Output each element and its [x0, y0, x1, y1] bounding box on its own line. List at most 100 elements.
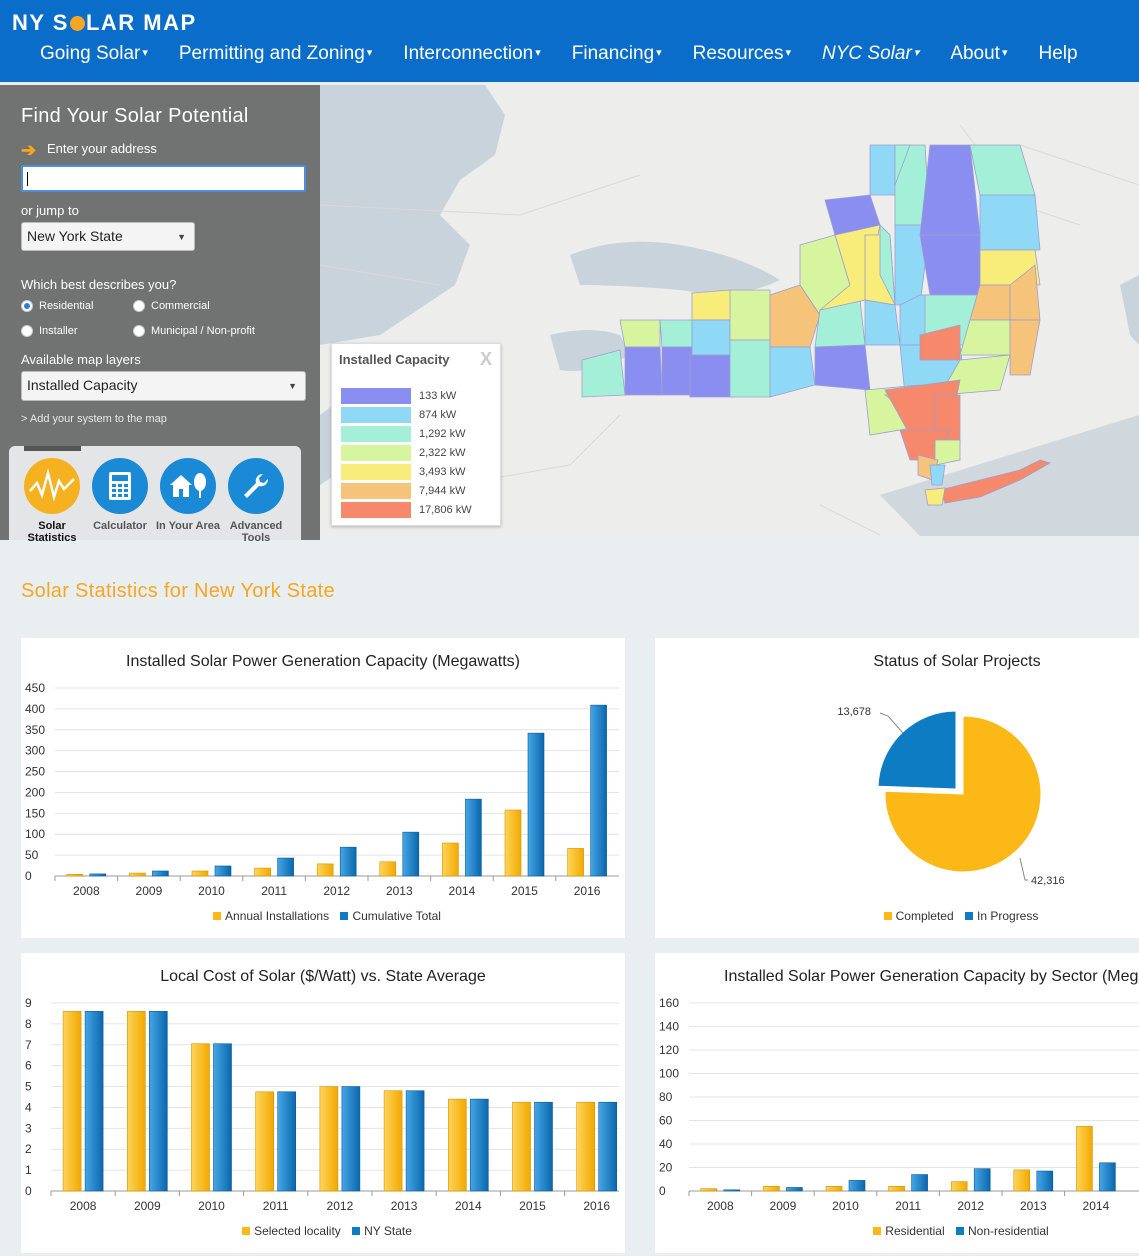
sun-icon	[69, 15, 85, 31]
bar-blue	[590, 704, 607, 877]
bar-blue	[341, 1086, 361, 1192]
radio-installer[interactable]: Installer	[21, 325, 78, 337]
logo-text-end: LAR MAP	[85, 10, 197, 35]
y-tick-label: 140	[659, 1020, 679, 1034]
address-input[interactable]	[21, 165, 306, 192]
bar-orange	[825, 1186, 843, 1192]
legend-value: 17,806 kW	[419, 504, 472, 516]
tools-tray: Solar Statistics Calculator In Your Area…	[9, 446, 301, 544]
nav-item-resources[interactable]: Resources ▾	[693, 43, 791, 65]
tool-solar-statistics[interactable]: Solar Statistics	[17, 458, 87, 544]
nav-label: Help	[1038, 43, 1078, 64]
tool-label: In Your Area	[156, 520, 220, 532]
chevron-down-icon: ▾	[142, 47, 148, 59]
legend-swatch	[883, 912, 892, 920]
bar-orange	[191, 1043, 210, 1192]
chevron-down-icon: ▾	[785, 47, 792, 59]
legend-swatch	[956, 1227, 964, 1235]
slice-value-label: 13,678	[837, 706, 871, 718]
bar-blue	[149, 1011, 168, 1192]
nav-item-financing[interactable]: Financing ▾	[572, 43, 662, 65]
close-icon[interactable]: X	[479, 349, 492, 369]
nav-label: Interconnection	[403, 43, 534, 64]
chevron-down-icon: ▼	[288, 381, 297, 391]
bar-blue	[277, 857, 294, 877]
bar-blue	[405, 1090, 425, 1192]
y-tick-label: 5	[25, 1080, 32, 1094]
bar-blue	[214, 865, 232, 877]
house-tree-icon	[160, 458, 216, 514]
chart-title: Local Cost of Solar ($/Watt) vs. State A…	[160, 968, 486, 985]
arrow-right-icon: ➔	[21, 140, 37, 160]
bar-orange	[254, 867, 271, 877]
radio-dot	[21, 300, 33, 312]
y-tick-label: 80	[659, 1090, 673, 1104]
jump-to-select[interactable]: New York State ▼	[21, 222, 195, 251]
radio-municipal[interactable]: Municipal / Non-profit	[133, 325, 255, 337]
chevron-down-icon: ▾	[535, 47, 541, 59]
stats-title: Solar Statistics for New York State	[21, 580, 335, 602]
map-canvas[interactable]	[320, 85, 1139, 536]
label-leader	[879, 712, 904, 734]
y-tick-label: 20	[659, 1161, 673, 1175]
bar-orange	[504, 809, 522, 877]
bar-blue	[723, 1189, 741, 1192]
y-tick-label: 7	[25, 1038, 32, 1052]
y-tick-label: 60	[659, 1114, 673, 1128]
bar-orange	[512, 1101, 531, 1192]
nav-item-help[interactable]: Help	[1039, 43, 1078, 65]
chart-card-cost: Local Cost of Solar ($/Watt) vs. State A…	[21, 953, 625, 1253]
y-tick-label: 0	[25, 869, 32, 883]
bar-orange	[700, 1188, 718, 1192]
bar-orange	[129, 872, 146, 877]
sector-chart: 0 20 40 60 80 100 120 140 160 2008 2009 2010 2011 201…	[659, 996, 1139, 1213]
solar-statistics-icon	[24, 458, 80, 514]
status-pie-chart: 13,678 42,316	[837, 706, 1064, 887]
nav-item-about[interactable]: About ▾	[950, 43, 1007, 65]
bar-orange	[950, 1181, 968, 1192]
label-leader	[1019, 857, 1028, 881]
tool-calculator[interactable]: Calculator	[85, 458, 155, 532]
tool-label: Advanced Tools	[229, 520, 283, 544]
radio-commercial[interactable]: Commercial	[133, 300, 210, 312]
bar-orange	[888, 1186, 905, 1192]
bar-orange	[442, 842, 459, 877]
y-tick-label: 40	[659, 1137, 673, 1151]
radio-residential[interactable]: Residential	[21, 300, 93, 312]
legend-label: Non-residential	[968, 1224, 1049, 1238]
cost-chart: 0 1 2 3 4 5 6 7 8 9 2008 2009 2010 2011 2012 2013 2014 20…	[25, 996, 619, 1213]
nav-label: Permitting and Zoning	[178, 43, 365, 64]
tool-in-your-area[interactable]: In Your Area	[153, 458, 223, 532]
chevron-down-icon: ▼	[177, 232, 186, 242]
tool-advanced-tools[interactable]: Advanced Tools	[221, 458, 291, 544]
y-tick-label: 400	[25, 702, 45, 716]
y-tick-label: 300	[25, 744, 45, 758]
chart-card-status: Status of Solar Projects 13,678 42,316 Co…	[655, 638, 1139, 938]
y-tick-label: 100	[25, 827, 45, 841]
nav-item-going-solar[interactable]: Going Solar ▾	[40, 43, 148, 65]
nav-item-interconnection[interactable]: Interconnection ▾	[403, 43, 540, 65]
legend-label: NY State	[364, 1224, 412, 1238]
legend-swatch	[352, 1227, 361, 1235]
legend-value: 2,322 kW	[419, 447, 466, 459]
nav-item-nyc-solar[interactable]: NYC Solar ▾	[822, 43, 919, 65]
y-tick-label: 1	[25, 1163, 32, 1177]
chart-title: Installed Solar Power Generation Capacit…	[724, 968, 1139, 985]
radio-dot	[133, 300, 145, 312]
legend-swatch	[341, 445, 411, 461]
y-tick-label: 2	[25, 1142, 32, 1156]
nav-item-permitting-and-zoning[interactable]: Permitting and Zoning ▾	[179, 43, 372, 65]
y-tick-label: 0	[25, 1184, 32, 1198]
map-legend: Installed Capacity X 133 kW 874 kW 1,292 k…	[331, 343, 501, 526]
add-system-link[interactable]: > Add your system to the map	[21, 413, 167, 425]
y-tick-label: 160	[659, 996, 679, 1010]
map-layers-select[interactable]: Installed Capacity ▼	[21, 371, 306, 401]
legend-row: 2,322 kW	[341, 445, 491, 461]
y-tick-label: 350	[25, 723, 45, 737]
x-tick-label: 2009	[134, 1199, 161, 1213]
y-tick-label: 250	[25, 765, 45, 779]
legend-row: 133 kW	[341, 388, 491, 404]
site-logo[interactable]: NY S LAR MAP	[12, 10, 197, 36]
bar-blue	[89, 873, 107, 877]
bar-blue	[402, 831, 420, 877]
